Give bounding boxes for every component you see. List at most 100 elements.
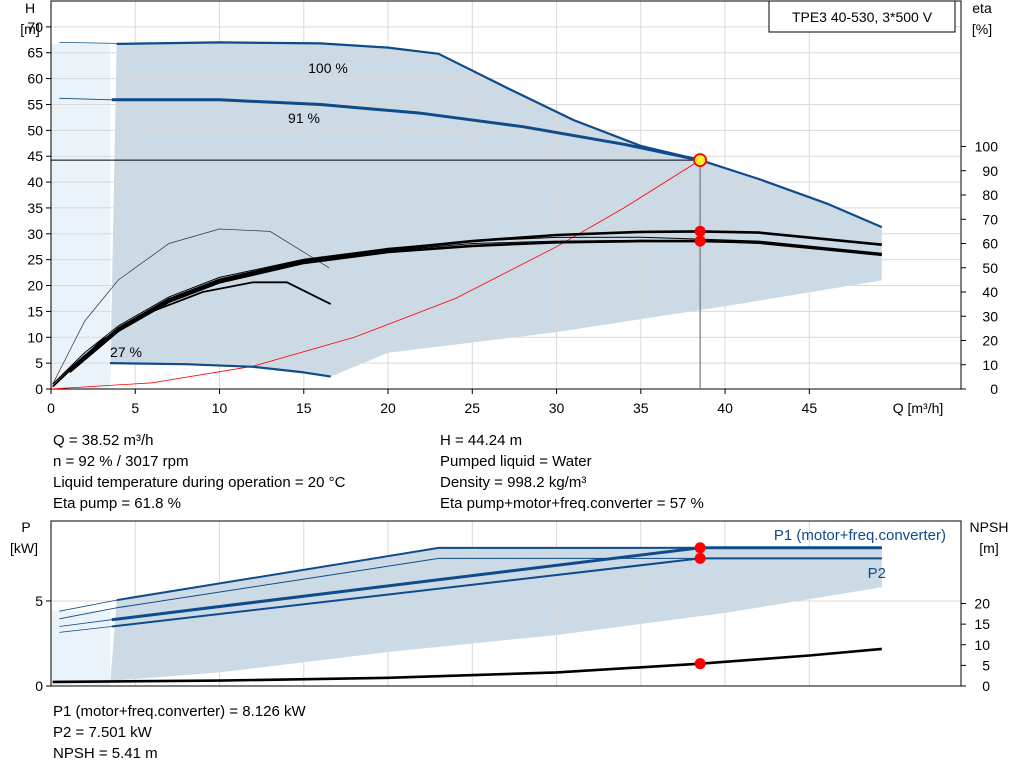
y-left-tick-label: 0 (35, 678, 43, 694)
y-right-tick-label: 60 (982, 236, 998, 252)
efficiency-curve-min (52, 228, 330, 385)
info-eta-pump: Eta pump = 61.8 % (53, 495, 181, 512)
y-right-tick-label: 0 (990, 381, 998, 397)
power-curve-extension (59, 619, 112, 627)
power-operating-point (694, 542, 706, 554)
info-p1: P1 (motor+freq.converter) = 8.126 kW (53, 703, 306, 720)
power-envelope-area (110, 547, 882, 686)
x-tick-label: 40 (717, 400, 733, 416)
x-tick-label: 5 (131, 400, 139, 416)
efficiency-curve-total (68, 239, 882, 373)
operating-info-left: Q = 38.52 m³/h n = 92 % / 3017 rpm Liqui… (53, 430, 345, 514)
y-left-tick-label: 5 (35, 593, 43, 609)
y-left-tick-label: 30 (27, 226, 43, 242)
npsh-curve (52, 647, 882, 684)
y-left-tick-label: 5 (35, 355, 43, 371)
head-curve (109, 362, 331, 378)
y-left-tick-label: 70 (27, 19, 43, 35)
info-speed: n = 92 % / 3017 rpm (53, 453, 189, 470)
chart-title-box (768, 0, 956, 33)
power-info: P1 (motor+freq.converter) = 8.126 kW P2 … (53, 701, 306, 764)
y-left-tick-label: 25 (27, 252, 43, 268)
curve-label-91-percent: 91 % (288, 110, 320, 126)
y-left-tick-label: 20 (27, 278, 43, 294)
y-right-tick-label: 40 (982, 284, 998, 300)
x-tick-label: 10 (212, 400, 228, 416)
y-right-tick-label: 15 (974, 616, 990, 632)
y-left-tick-label: 10 (27, 329, 43, 345)
y-axis-left-unit-m: [m] (20, 21, 39, 37)
head-curve-extension (59, 42, 117, 44)
y-left-tick-label: 0 (35, 381, 43, 397)
power-curve-extension (59, 599, 117, 612)
y-right-tick-label: 5 (982, 657, 990, 673)
system-curve (51, 159, 701, 389)
y-axis-left-unit-kw: [kW] (10, 540, 38, 556)
power-npsh-panel: 0 5 0 5 10 15 20 P [kW] NPSH [m] P1 (motor+fre… (10, 519, 1008, 694)
info-liquid-temperature: Liquid temperature during operation = 20… (53, 474, 346, 491)
y-left-tick-label: 55 (27, 96, 43, 112)
head-curve (116, 41, 883, 229)
y-right-tick-label: 0 (982, 678, 990, 694)
head-curve-extension (59, 97, 112, 101)
x-tick-label: 0 (47, 400, 55, 416)
duty-point-marker (693, 153, 708, 168)
y-right-tick-label: 80 (982, 187, 998, 203)
y-left-tick-label: 40 (27, 174, 43, 190)
head-curve (111, 98, 701, 162)
info-density: Density = 998.2 kg/m³ (440, 474, 587, 491)
operating-envelope-area (110, 42, 882, 389)
y-left-tick-label: 35 (27, 200, 43, 216)
y-right-tick-label: 30 (982, 308, 998, 324)
y-right-tick-label: 20 (974, 596, 990, 612)
y-axis-right-label-npsh: NPSH (970, 519, 1009, 535)
y-left-tick-label: 65 (27, 45, 43, 61)
info-npsh: NPSH = 5.41 m (53, 745, 158, 762)
info-head: H = 44.24 m (440, 432, 523, 449)
info-flow: Q = 38.52 m³/h (53, 432, 154, 449)
power-curve-extension (59, 626, 112, 633)
x-tick-label: 25 (465, 400, 481, 416)
y-right-tick-label: 10 (974, 637, 990, 653)
x-tick-label: 15 (296, 400, 312, 416)
curve-label-100-percent: 100 % (308, 60, 348, 76)
y-right-tick-label: 20 (982, 333, 998, 349)
y-left-tick-label: 50 (27, 122, 43, 138)
y-axis-left-label-h: H (25, 0, 35, 16)
curve-label-27-percent: 27 % (110, 344, 142, 360)
y-right-tick-label: 50 (982, 260, 998, 276)
info-pumped-liquid: Pumped liquid = Water (440, 453, 592, 470)
power-curve-extension (59, 607, 117, 620)
y-right-tick-label: 10 (982, 357, 998, 373)
npsh-operating-point (694, 658, 706, 670)
power-operating-point (694, 552, 706, 564)
low-flow-region (51, 611, 110, 686)
info-p2: P2 = 7.501 kW (53, 724, 152, 741)
efficiency-curve-total (68, 230, 882, 371)
x-tick-label: 20 (380, 400, 396, 416)
y-left-tick-label: 15 (27, 303, 43, 319)
legend-p2: P2 (868, 565, 886, 582)
y-left-tick-label: 45 (27, 148, 43, 164)
legend-p1: P1 (motor+freq.converter) (774, 527, 946, 544)
y-right-tick-label: 70 (982, 211, 998, 227)
efficiency-curve-part-load (52, 281, 332, 388)
y-right-tick-label: 100 (975, 139, 999, 155)
y-axis-right-unit-m: [m] (979, 540, 998, 556)
low-flow-region (51, 43, 110, 389)
y-axis-right-unit-percent: [%] (972, 21, 992, 37)
operating-info-right: H = 44.24 m Pumped liquid = Water Densit… (440, 430, 704, 514)
info-eta-total: Eta pump+motor+freq.converter = 57 % (440, 495, 704, 512)
y-axis-left-label-p: P (21, 519, 30, 535)
y-left-tick-label: 60 (27, 71, 43, 87)
operating-point-marker (694, 235, 706, 247)
head-efficiency-panel: 0 5 10 15 20 25 30 35 40 45 0 5 10 15 20 25 30 35 40 45 50 55… (20, 0, 998, 416)
chart-title: TPE3 40-530, 3*500 V (792, 9, 933, 25)
x-tick-label: 45 (802, 400, 818, 416)
x-tick-label: 30 (549, 400, 565, 416)
x-axis-label: Q [m³/h] (893, 400, 944, 416)
operating-point-marker (694, 225, 706, 237)
x-tick-label: 35 (633, 400, 649, 416)
y-right-tick-label: 90 (982, 163, 998, 179)
